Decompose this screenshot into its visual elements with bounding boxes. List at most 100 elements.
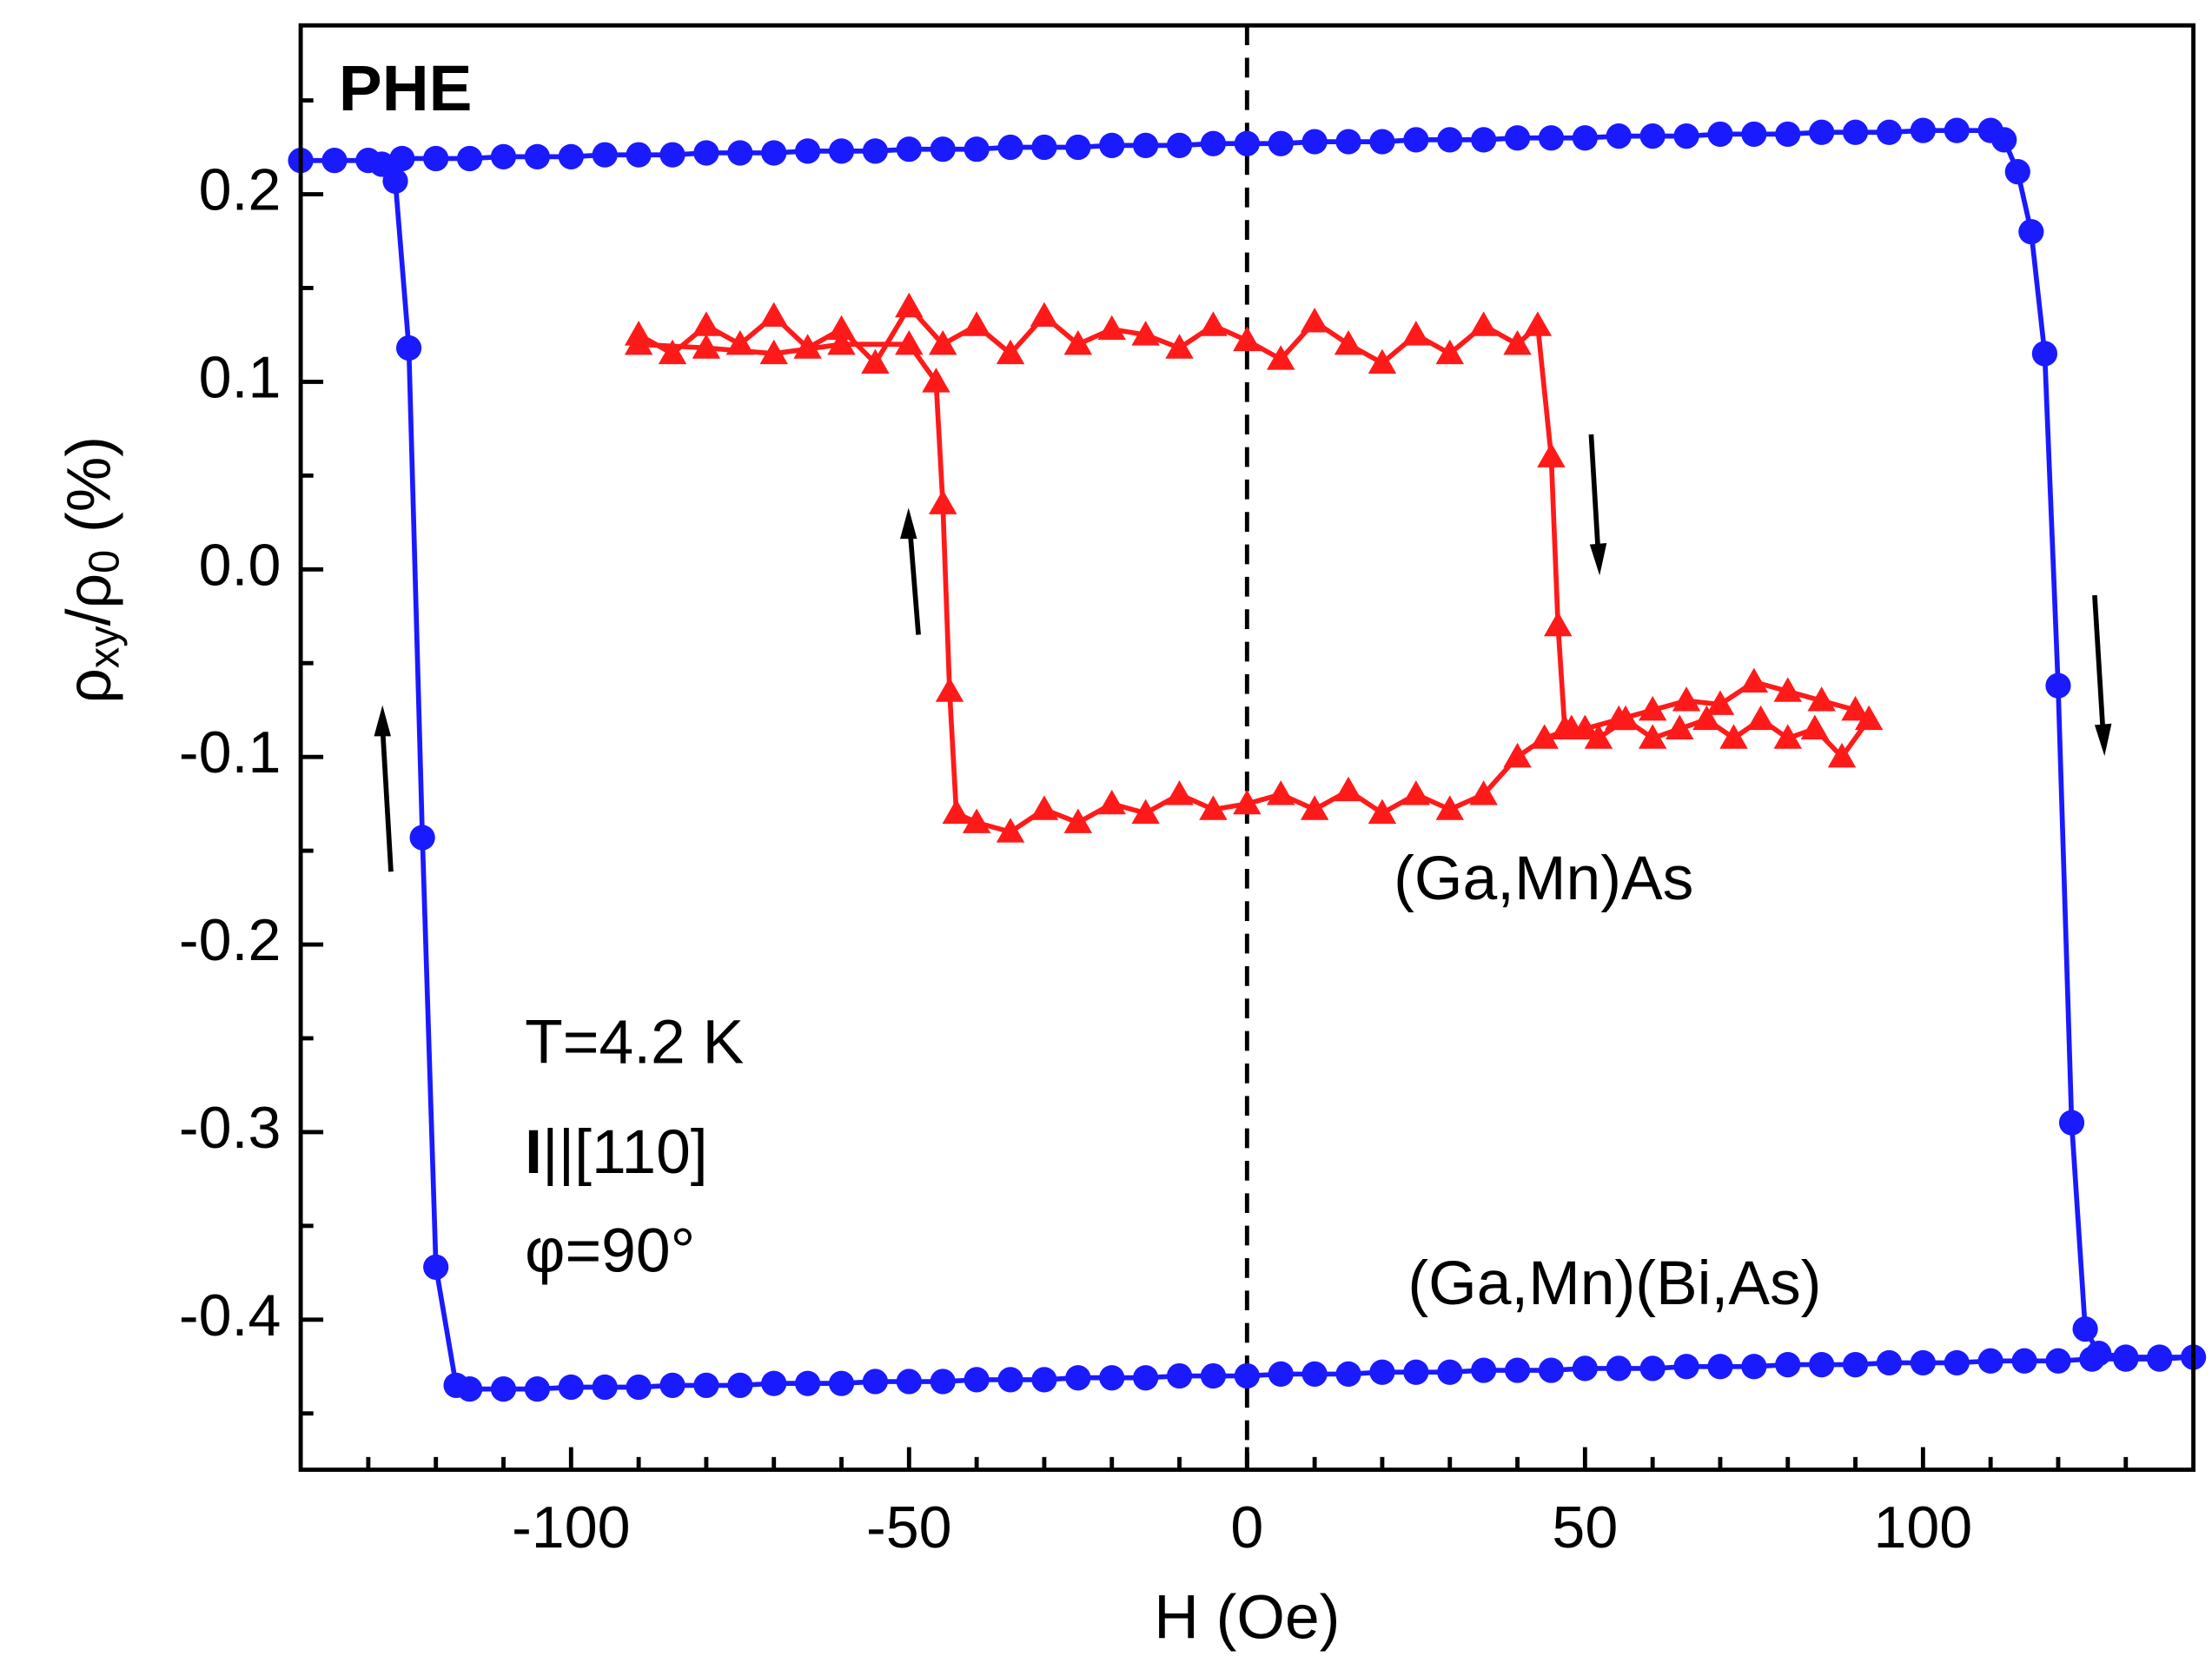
marker xyxy=(928,329,957,355)
y-axis-label: ρxy/ρ0 (%) xyxy=(54,436,128,704)
marker xyxy=(692,334,721,359)
marker xyxy=(996,818,1025,843)
marker xyxy=(1719,724,1748,749)
marker xyxy=(1991,127,2017,153)
marker xyxy=(423,1254,449,1280)
marker xyxy=(1435,795,1464,820)
marker xyxy=(1741,121,1767,148)
marker xyxy=(1301,129,1328,155)
marker xyxy=(1133,1365,1159,1391)
marker xyxy=(2147,1346,2173,1372)
marker xyxy=(1233,326,1262,352)
marker xyxy=(1300,795,1329,820)
marker xyxy=(1401,321,1431,346)
marker xyxy=(1503,329,1532,355)
marker xyxy=(861,348,890,374)
y-tick-label: -0.2 xyxy=(179,907,281,973)
marker xyxy=(423,145,449,172)
marker xyxy=(964,1367,990,1393)
marker xyxy=(1099,132,1125,158)
marker xyxy=(1031,1367,1057,1393)
series xyxy=(624,292,1884,843)
marker xyxy=(1063,329,1093,355)
arrow-head xyxy=(899,507,917,540)
marker xyxy=(1437,127,1463,153)
annotation: I xyxy=(525,1117,542,1187)
marker xyxy=(1673,1354,1699,1380)
y-label-part: 0 xyxy=(82,550,129,573)
x-tick-label: 100 xyxy=(1874,1494,1973,1561)
marker xyxy=(1097,789,1126,815)
marker xyxy=(2058,1110,2085,1136)
marker xyxy=(1234,130,1260,156)
marker xyxy=(2018,219,2044,245)
marker xyxy=(761,1370,787,1396)
marker xyxy=(1639,123,1666,149)
marker xyxy=(1666,714,1694,739)
marker xyxy=(2011,1348,2037,1374)
marker xyxy=(1301,1361,1328,1388)
marker xyxy=(997,134,1023,161)
series xyxy=(288,117,2207,1402)
marker xyxy=(1165,780,1194,805)
y-tick-label: 0.0 xyxy=(199,532,281,598)
marker xyxy=(896,136,922,162)
y-tick-label: 0.2 xyxy=(199,157,281,223)
series-label: (Ga,Mn)As xyxy=(1394,844,1693,913)
marker xyxy=(964,136,990,162)
y-label-part: (%) xyxy=(54,436,123,550)
marker xyxy=(862,1368,889,1395)
marker xyxy=(1031,134,1057,161)
marker xyxy=(1842,1351,1869,1378)
y-tick-label: -0.4 xyxy=(179,1282,281,1349)
marker xyxy=(626,142,652,168)
arrow xyxy=(1588,434,1601,553)
y-tick-label: 0.1 xyxy=(199,344,281,410)
marker xyxy=(1854,705,1884,731)
panel-label: PHE xyxy=(339,51,473,124)
marker xyxy=(389,145,415,172)
marker xyxy=(862,138,889,164)
marker xyxy=(1063,808,1093,833)
marker xyxy=(930,136,956,162)
marker xyxy=(895,292,924,318)
marker xyxy=(1266,780,1295,805)
marker xyxy=(1673,123,1699,149)
marker xyxy=(1572,1355,1598,1382)
annotation: φ=90° xyxy=(525,1216,695,1286)
marker xyxy=(1746,705,1775,731)
marker xyxy=(1234,1362,1260,1389)
y-tick-label: -0.1 xyxy=(179,719,281,785)
marker xyxy=(1773,677,1802,702)
marker xyxy=(658,339,687,365)
marker xyxy=(795,1370,821,1396)
marker xyxy=(1672,686,1701,712)
marker xyxy=(1809,119,1835,145)
marker xyxy=(382,168,408,195)
marker xyxy=(962,808,991,833)
marker xyxy=(928,489,957,514)
marker xyxy=(1977,1348,2003,1374)
y-tick-label: -0.3 xyxy=(179,1095,281,1161)
arrow xyxy=(907,528,921,635)
marker xyxy=(1471,1357,1497,1383)
marker xyxy=(727,140,753,166)
marker xyxy=(368,151,395,177)
marker xyxy=(1707,1354,1733,1380)
marker xyxy=(1775,1351,1801,1378)
marker xyxy=(1543,611,1573,637)
marker xyxy=(490,143,517,169)
marker xyxy=(558,143,584,169)
marker xyxy=(558,1374,584,1401)
marker xyxy=(1403,1359,1429,1385)
marker xyxy=(1030,302,1059,328)
marker xyxy=(896,1368,922,1395)
marker xyxy=(659,1372,685,1398)
marker xyxy=(1800,714,1830,739)
marker xyxy=(1538,125,1565,151)
marker xyxy=(793,334,822,359)
arrow xyxy=(380,726,394,872)
marker xyxy=(592,142,618,168)
arrow-head xyxy=(374,705,391,737)
marker xyxy=(1300,308,1329,333)
